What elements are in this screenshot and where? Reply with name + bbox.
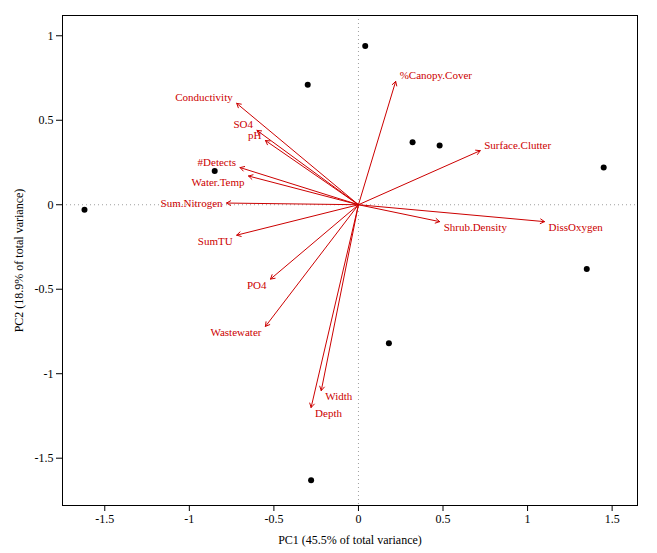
svg-text:SO4: SO4 — [233, 118, 253, 131]
svg-text:0: 0 — [48, 198, 54, 212]
svg-text:-1: -1 — [184, 512, 194, 526]
svg-text:Sum.Nitrogen: Sum.Nitrogen — [161, 197, 224, 209]
svg-text:-1.5: -1.5 — [95, 512, 114, 526]
svg-text:PC2 (18.9% of total variance): PC2 (18.9% of total variance) — [12, 189, 26, 333]
svg-text:-0.5: -0.5 — [35, 282, 54, 296]
svg-text:SumTU: SumTU — [198, 235, 233, 247]
svg-text:1: 1 — [525, 512, 531, 526]
svg-text:PC1 (45.5% of total variance): PC1 (45.5% of total variance) — [278, 533, 422, 547]
svg-text:0.5: 0.5 — [436, 512, 451, 526]
svg-text:-1.5: -1.5 — [35, 451, 54, 465]
svg-text:%Canopy.Cover: %Canopy.Cover — [400, 69, 473, 81]
svg-text:-1: -1 — [44, 367, 54, 381]
svg-text:1.5: 1.5 — [605, 512, 620, 526]
svg-text:pH: pH — [248, 129, 262, 141]
svg-text:Conductivity: Conductivity — [175, 91, 233, 103]
svg-text:0: 0 — [355, 512, 361, 526]
svg-text:DissOxygen: DissOxygen — [548, 221, 603, 233]
svg-text:Wastewater: Wastewater — [210, 326, 261, 338]
svg-text:0.5: 0.5 — [39, 113, 54, 127]
svg-text:1: 1 — [48, 29, 54, 43]
svg-text:#Detects: #Detects — [198, 156, 236, 168]
svg-text:Shrub.Density: Shrub.Density — [444, 221, 508, 233]
svg-text:PO4: PO4 — [247, 279, 267, 291]
svg-text:Depth: Depth — [315, 407, 342, 419]
svg-text:Surface.Clutter: Surface.Clutter — [484, 139, 551, 151]
svg-text:Water.Temp: Water.Temp — [191, 176, 245, 188]
svg-text:Width: Width — [325, 390, 353, 402]
svg-text:-0.5: -0.5 — [264, 512, 283, 526]
